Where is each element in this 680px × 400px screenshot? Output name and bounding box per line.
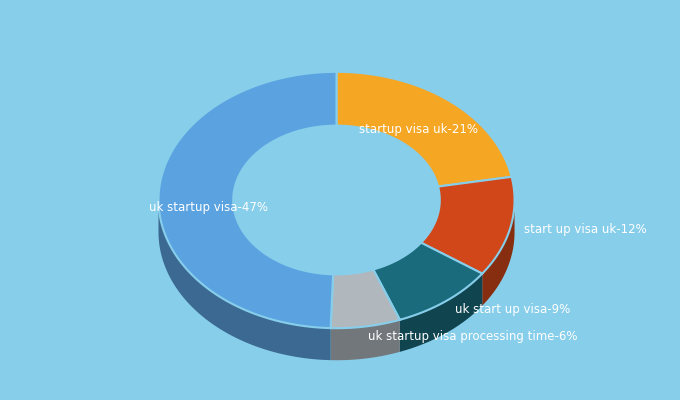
- PathPatch shape: [421, 200, 440, 275]
- Text: start up visa uk-12%: start up visa uk-12%: [524, 223, 647, 236]
- PathPatch shape: [158, 200, 330, 360]
- PathPatch shape: [421, 177, 515, 274]
- PathPatch shape: [337, 72, 511, 186]
- PathPatch shape: [373, 243, 482, 320]
- Text: uk start up visa-9%: uk start up visa-9%: [455, 303, 570, 316]
- Text: uk startup visa processing time-6%: uk startup visa processing time-6%: [368, 330, 578, 343]
- Text: uk startup visa-47%: uk startup visa-47%: [149, 201, 268, 214]
- PathPatch shape: [373, 243, 421, 302]
- PathPatch shape: [400, 274, 482, 352]
- Ellipse shape: [233, 126, 440, 274]
- Text: startup visa uk-21%: startup visa uk-21%: [359, 122, 478, 136]
- PathPatch shape: [330, 270, 400, 328]
- PathPatch shape: [158, 72, 337, 328]
- PathPatch shape: [233, 200, 333, 306]
- PathPatch shape: [330, 320, 400, 360]
- PathPatch shape: [333, 270, 373, 306]
- PathPatch shape: [482, 200, 515, 306]
